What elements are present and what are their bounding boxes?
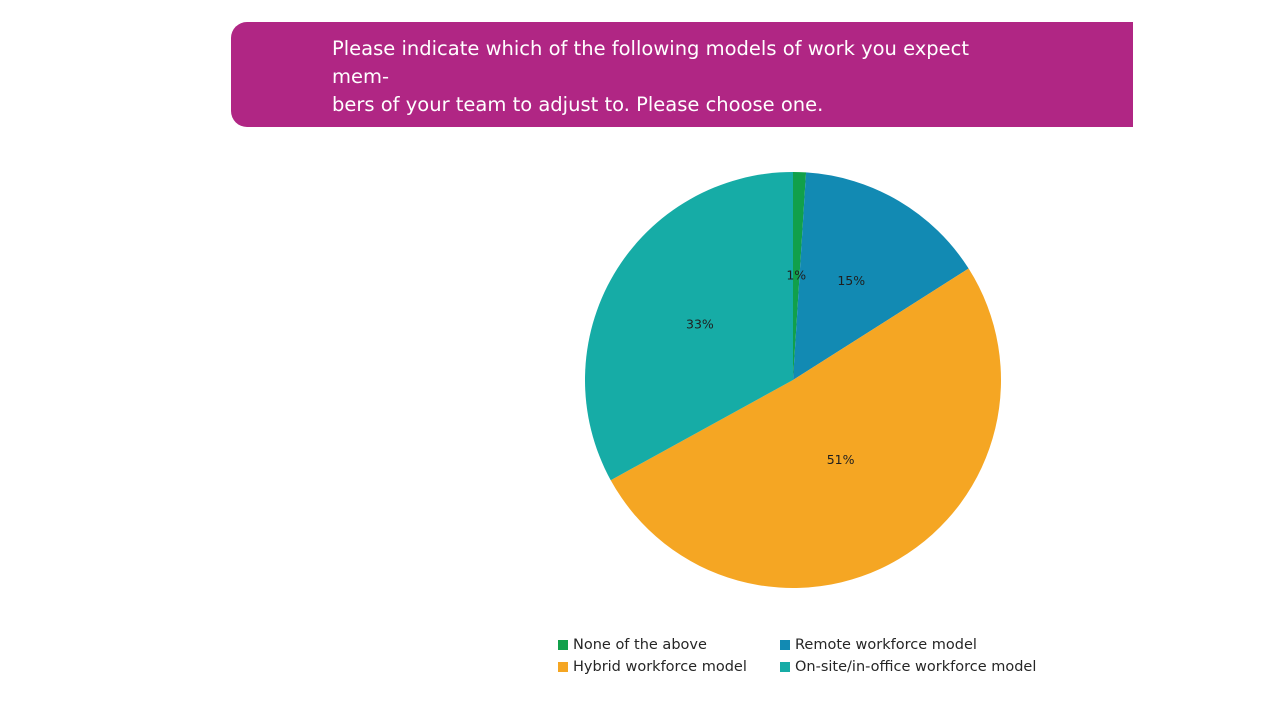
pie-slice-remote-workforce-model <box>793 172 969 380</box>
slice-data-label: 15% <box>837 273 865 288</box>
legend-label: Hybrid workforce model <box>573 658 747 675</box>
pie-slices <box>585 172 1001 589</box>
legend-item: Remote workforce model <box>780 634 1060 655</box>
legend-swatch <box>558 639 568 650</box>
question-banner <box>231 22 1133 127</box>
question-text: Please indicate which of the following m… <box>332 37 970 116</box>
legend-item: None of the above <box>558 634 780 655</box>
slice-data-label: 33% <box>686 316 714 331</box>
legend-swatch <box>780 661 790 672</box>
pie-slice-hybrid-workforce-model <box>610 268 1001 589</box>
legend-swatch <box>558 661 568 672</box>
legend-label: None of the above <box>573 636 707 653</box>
chart-legend: None of the above Remote workforce model H… <box>558 634 1078 677</box>
pie-slice-none-of-the-above <box>793 172 807 380</box>
legend-item: Hybrid workforce model <box>558 656 780 677</box>
pie-labels: 1% 15% 51% 33% <box>686 268 865 468</box>
legend-label: Remote workforce model <box>795 636 977 653</box>
legend-label: On-site/in-office workforce model <box>795 658 1037 675</box>
slice-data-label: 1% <box>786 268 806 283</box>
slice-data-label: 51% <box>827 452 855 467</box>
pie-slice-on-site-in-office-workforce-model <box>585 172 793 481</box>
legend-swatch <box>780 639 790 650</box>
legend-item: On-site/in-office workforce model <box>780 656 1060 677</box>
